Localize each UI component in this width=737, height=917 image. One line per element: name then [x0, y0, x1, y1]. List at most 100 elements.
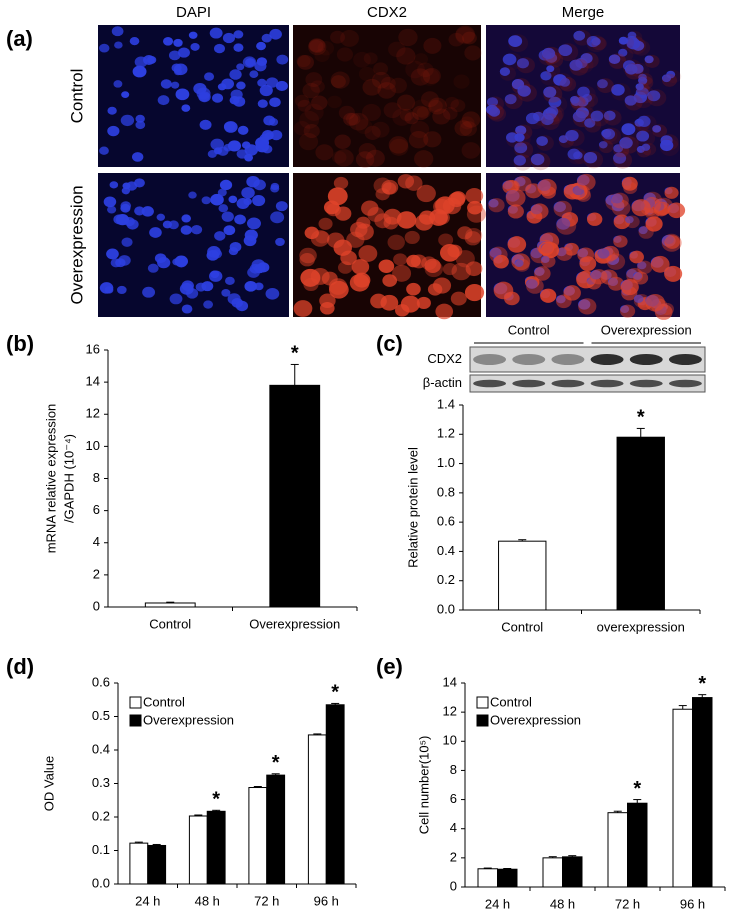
cell-nucleus	[652, 125, 662, 133]
cell-nucleus	[591, 37, 601, 46]
cdx2-signal	[461, 142, 481, 159]
cdx2-signal	[664, 235, 681, 249]
bar	[147, 844, 167, 885]
cell-nucleus	[514, 133, 525, 142]
row-title: Control	[67, 69, 86, 124]
cell-nucleus	[135, 120, 146, 130]
cell-nucleus	[141, 206, 154, 217]
cdx2-signal	[621, 176, 638, 191]
cdx2-signal	[629, 250, 644, 264]
cdx2-signal	[412, 105, 429, 121]
cdx2-signal	[423, 37, 442, 54]
cdx2-signal	[638, 225, 654, 239]
cell-nucleus	[190, 42, 200, 51]
cdx2-signal	[349, 273, 370, 292]
cdx2-signal	[378, 259, 395, 274]
cell-nucleus	[181, 104, 191, 112]
cdx2-signal	[488, 198, 505, 213]
cell-nucleus	[598, 141, 608, 149]
cell-nucleus	[230, 89, 243, 100]
cdx2-signal	[434, 196, 455, 215]
cell-nucleus	[236, 198, 250, 209]
x-tick-label: 48 h	[550, 896, 575, 911]
cell-nucleus	[513, 155, 526, 166]
cdx2-signal	[504, 93, 523, 110]
cell-nucleus	[559, 77, 571, 87]
cell-nucleus	[611, 193, 623, 204]
cdx2-signal	[542, 46, 562, 64]
cell-nucleus	[99, 146, 109, 155]
cdx2-signal	[371, 121, 390, 138]
cdx2-signal	[598, 140, 614, 154]
cdx2-signal	[461, 111, 481, 128]
cell-nucleus	[548, 96, 562, 108]
cdx2-signal	[353, 51, 371, 68]
cdx2-signal	[459, 121, 477, 137]
cell-nucleus	[254, 282, 264, 291]
cdx2-signal	[296, 54, 311, 68]
cdx2-signal	[619, 136, 639, 154]
cell-nucleus	[249, 70, 259, 78]
cdx2-signal	[450, 291, 467, 306]
cdx2-signal	[331, 75, 346, 88]
legend-label: Control	[490, 694, 532, 709]
cell-nucleus	[644, 55, 654, 64]
cdx2-signal	[565, 128, 585, 147]
blot-group-label: Control	[508, 322, 550, 337]
cell-nucleus	[143, 55, 155, 65]
y-tick-label: 6	[93, 502, 100, 517]
cell-nucleus	[229, 241, 242, 252]
cdx2-signal	[394, 304, 410, 317]
column-title: Merge	[562, 4, 605, 21]
cell-nucleus	[210, 193, 224, 206]
cdx2-signal	[392, 264, 412, 282]
cdx2-signal	[438, 233, 454, 247]
cdx2-signal	[507, 236, 527, 253]
cell-nucleus	[504, 94, 517, 105]
cdx2-signal	[327, 95, 342, 109]
cdx2-signal	[580, 52, 599, 69]
y-tick-label: 1.2	[437, 426, 455, 441]
cell-nucleus	[611, 200, 625, 212]
cdx2-signal	[645, 293, 666, 312]
cdx2-signal	[358, 66, 376, 82]
cdx2-signal	[459, 116, 475, 130]
cell-nucleus	[558, 44, 573, 57]
cdx2-signal	[346, 231, 365, 248]
cdx2-signal	[410, 68, 431, 86]
y-tick-label: 0.6	[92, 674, 110, 689]
blot-band	[473, 354, 507, 365]
cdx2-signal	[315, 144, 334, 161]
cdx2-signal	[326, 232, 345, 248]
cell-nucleus	[572, 110, 586, 123]
cdx2-signal	[613, 235, 628, 248]
cdx2-signal	[314, 48, 330, 63]
cdx2-signal	[305, 72, 323, 88]
cell-nucleus	[181, 214, 191, 223]
cell-nucleus	[526, 279, 538, 289]
cell-nucleus	[613, 152, 627, 164]
cell-nucleus	[565, 129, 579, 142]
cell-nucleus	[525, 112, 540, 125]
cdx2-signal	[374, 213, 392, 229]
cdx2-signal	[637, 260, 653, 274]
cdx2-signal	[413, 53, 429, 66]
cell-nucleus	[514, 142, 528, 154]
row-title: Overexpression	[67, 185, 86, 304]
cell-nucleus	[160, 79, 172, 89]
cell-nucleus	[514, 259, 524, 268]
x-tick-label: Control	[149, 616, 191, 631]
cell-nucleus	[647, 90, 661, 102]
cell-nucleus	[231, 297, 243, 308]
cell-nucleus	[170, 81, 180, 89]
cdx2-signal	[294, 94, 310, 107]
y-tick-label: 0.4	[437, 543, 455, 558]
y-tick-label: 0.1	[92, 842, 110, 857]
cell-nucleus	[508, 35, 523, 48]
cell-nucleus	[113, 80, 123, 88]
cdx2-signal	[502, 52, 523, 71]
y-tick-label: 0	[93, 598, 100, 613]
cdx2-signal	[330, 71, 350, 89]
cdx2-signal	[447, 244, 463, 258]
cell-nucleus	[210, 138, 224, 151]
